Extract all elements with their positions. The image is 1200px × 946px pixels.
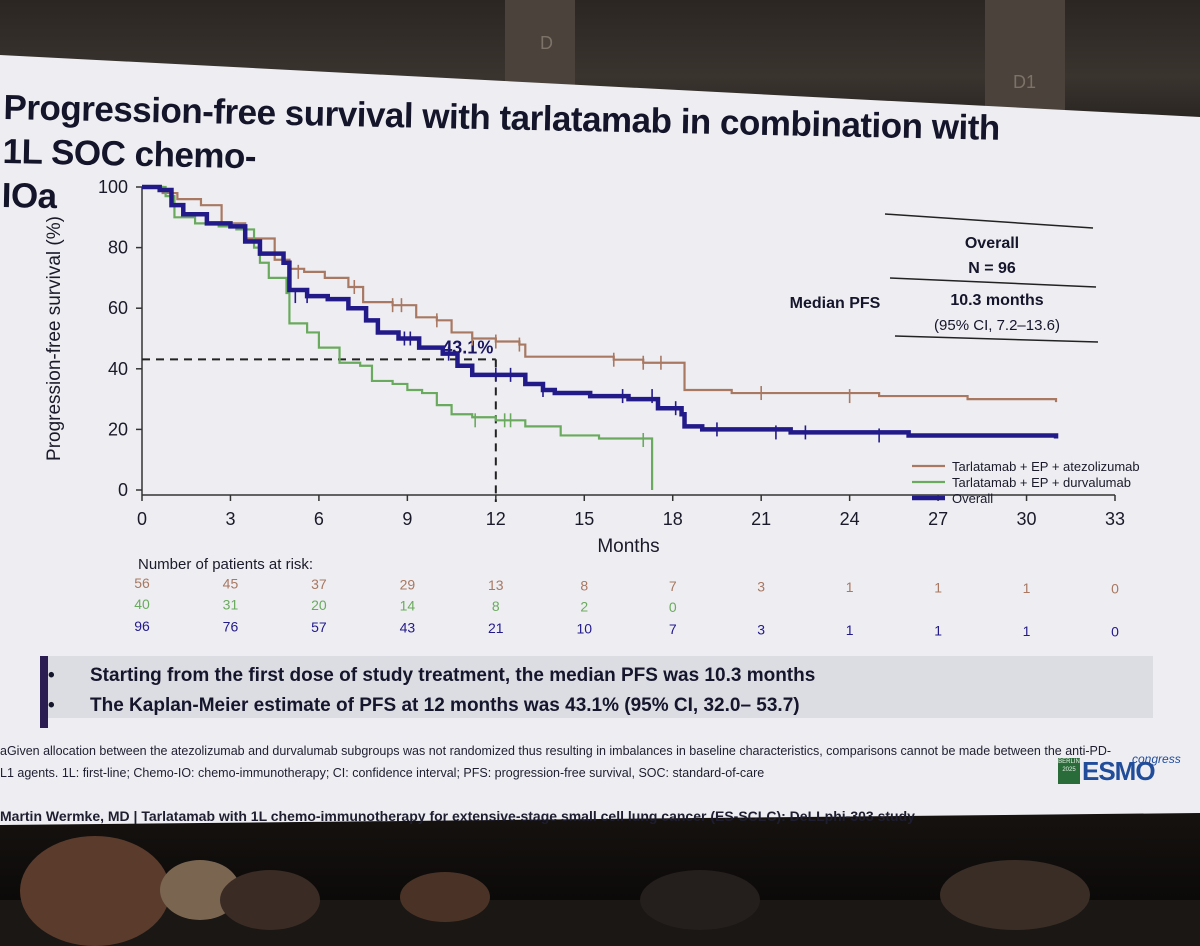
risk-count: 57: [311, 619, 327, 635]
y-tick-label: 0: [118, 480, 128, 500]
risk-count: 13: [488, 577, 504, 593]
summary-n: N = 96: [968, 260, 1016, 277]
risk-count: 56: [134, 575, 150, 591]
audience-head: [400, 872, 490, 922]
risk-count: 1: [846, 622, 854, 638]
legend-label: Tarlatamab + EP + atezolizumab: [952, 459, 1140, 474]
logo-city-box: BERLIN 2025: [1058, 758, 1080, 784]
risk-count: 3: [757, 622, 765, 638]
audience-head: [940, 860, 1090, 930]
risk-count: 96: [134, 618, 150, 634]
audience-head: [640, 870, 760, 930]
logo-subtitle: congress: [1132, 752, 1181, 766]
y-tick-label: 20: [108, 419, 128, 439]
x-tick-label: 9: [402, 509, 412, 529]
x-tick-label: 0: [137, 509, 147, 529]
author-footer: Martin Wermke, MD | Tarlatamab with 1L c…: [0, 808, 915, 824]
risk-count: 1: [1023, 580, 1031, 596]
y-tick-label: 80: [108, 238, 128, 258]
x-tick-label: 15: [574, 509, 594, 529]
risk-count: 10: [576, 621, 592, 637]
summary-rule-bottom: [894, 335, 1099, 343]
risk-count: 37: [311, 576, 327, 592]
audience-head: [220, 870, 320, 930]
accent-bar: [40, 656, 48, 728]
risk-count: 2: [580, 599, 588, 615]
bullet-dot-icon: •: [48, 665, 55, 686]
risk-count: 1: [846, 579, 854, 595]
risk-count: 7: [669, 578, 677, 594]
survival-curve-line: [142, 185, 1058, 403]
x-tick-label: 33: [1105, 509, 1125, 529]
finding-text: The Kaplan-Meier estimate of PFS at 12 m…: [90, 695, 800, 716]
summary-row-label: Median PFS: [790, 295, 881, 312]
finding-text: Starting from the first dose of study tr…: [90, 665, 816, 686]
y-tick-label: 60: [108, 298, 128, 318]
finding-bullet: • The Kaplan-Meier estimate of PFS at 12 …: [48, 695, 800, 717]
x-tick-label: 27: [928, 509, 948, 529]
summary-ci: (95% CI, 7.2–13.6): [934, 317, 1060, 334]
finding-bullet: • Starting from the first dose of study t…: [48, 665, 816, 687]
y-tick-label: 40: [108, 359, 128, 379]
y-axis-title: Progression-free survival (%): [44, 216, 65, 461]
x-tick-label: 3: [225, 509, 235, 529]
risk-count: 0: [669, 599, 677, 615]
chart-legend: Tarlatamab + EP + atezolizumabTarlatamab…: [912, 459, 1140, 506]
risk-count: 1: [934, 623, 942, 639]
risk-count: 21: [488, 620, 504, 636]
x-tick-label: 24: [840, 509, 860, 529]
x-tick-label: 18: [663, 509, 683, 529]
km-chart: Overall N = 96 Median PFS 10.3 months (95% C…: [44, 177, 1140, 640]
bullet-dot-icon: •: [48, 695, 55, 716]
hall-pillar: [985, 0, 1065, 110]
risk-count: 3: [757, 579, 765, 595]
risk-count: 1: [1023, 623, 1031, 639]
x-tick-label: 30: [1017, 509, 1037, 529]
risk-count: 45: [223, 576, 239, 592]
key-findings-box: • Starting from the first dose of study t…: [40, 656, 1153, 728]
chart-axes: 0 20 40 60 80 100 0 3 6 9 12 15 18 21 24 27 30 33 Months Pr…: [44, 177, 1125, 557]
footnote-line: L1 agents. 1L: first-line; Chemo-IO: che…: [0, 766, 765, 780]
reference-lines: 43.1%: [142, 337, 497, 502]
hall-sign-d1: D1: [1013, 72, 1037, 92]
risk-count: 7: [669, 621, 677, 637]
risk-count: 8: [580, 578, 588, 594]
summary-rule-top: [884, 213, 1094, 229]
risk-count: 8: [492, 598, 500, 614]
risk-count: 76: [223, 619, 239, 635]
x-axis-title: Months: [597, 536, 659, 557]
risk-count: 40: [134, 596, 150, 612]
summary-box: Overall N = 96 Median PFS 10.3 months (95% C…: [790, 213, 1099, 343]
hall-sign-d: D: [540, 33, 553, 53]
risk-count: 0: [1111, 624, 1119, 640]
y-tick-label: 100: [98, 177, 128, 197]
risk-table: Number of patients at risk:56 45 37 29 13 8 7 3…: [134, 556, 1119, 640]
logo-brand: ESMO: [1082, 756, 1156, 786]
risk-count: 14: [400, 598, 416, 614]
summary-rule-middle: [889, 277, 1097, 288]
risk-count: 43: [400, 620, 416, 636]
risk-count: 31: [223, 597, 239, 613]
survival-curves: [142, 184, 1059, 490]
risk-count: 0: [1111, 581, 1119, 597]
summary-median-value: 10.3 months: [950, 292, 1043, 309]
risk-table-title: Number of patients at risk:: [138, 556, 313, 573]
risk-count: 29: [400, 577, 416, 593]
legend-label: Tarlatamab + EP + durvalumab: [952, 475, 1131, 490]
x-tick-label: 21: [751, 509, 771, 529]
x-tick-label: 12: [486, 509, 506, 529]
x-tick-label: 6: [314, 509, 324, 529]
footnote-line: aGiven allocation between the atezolizum…: [0, 744, 1112, 758]
risk-count: 20: [311, 597, 327, 613]
survival-curve-line: [142, 184, 1059, 439]
risk-count: 1: [934, 580, 942, 596]
audience-head: [20, 836, 170, 946]
esmo-logo: BERLIN 2025 ESMO congress: [1058, 752, 1181, 786]
legend-label: Overall: [952, 491, 993, 506]
summary-column-header: Overall: [965, 235, 1019, 252]
